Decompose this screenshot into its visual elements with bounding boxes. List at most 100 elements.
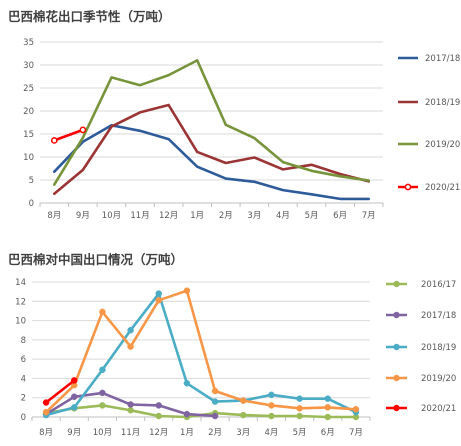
x-tick-label: 3月 bbox=[247, 211, 261, 221]
y-tick-label: 20 bbox=[23, 107, 34, 117]
legend-label: 2018/19 bbox=[421, 343, 456, 353]
legend-label: 2017/18 bbox=[421, 311, 456, 321]
x-tick-label: 7月 bbox=[349, 428, 363, 438]
legend-label: 2019/20 bbox=[425, 140, 460, 150]
data-point bbox=[324, 413, 331, 421]
chart-seasonality-svg: 0 5 10 15 20 25 30 35 8月 9月 10月 11月 12月 1月 2月 3月 4月 5月 6月 7… bbox=[23, 38, 460, 221]
legend-label: 2017/18 bbox=[425, 54, 460, 64]
legend-marker bbox=[393, 343, 400, 351]
data-point bbox=[324, 395, 331, 402]
data-point bbox=[296, 405, 303, 412]
data-point bbox=[296, 395, 303, 402]
y-tick-label: 15 bbox=[23, 130, 34, 140]
series-line-2020-21 bbox=[52, 128, 85, 142]
series-line-2018-19 bbox=[44, 292, 358, 417]
legend-marker bbox=[393, 374, 400, 382]
data-point bbox=[183, 410, 191, 418]
x-tick-label: 8月 bbox=[47, 211, 61, 221]
data-point bbox=[183, 287, 191, 294]
chart-seasonality-panel: 巴西棉花出口季节性（万吨） 0 5 10 15 20 25 30 35 8月 9月 10月 11月 12… bbox=[0, 0, 461, 221]
data-point bbox=[211, 412, 219, 420]
data-point bbox=[127, 407, 134, 414]
legend-marker bbox=[393, 280, 400, 288]
x-tick-label: 4月 bbox=[276, 211, 290, 221]
x-tick-label: 6月 bbox=[333, 211, 347, 221]
data-point bbox=[127, 401, 134, 408]
x-tick-label: 2月 bbox=[208, 428, 222, 438]
y-tick-label: 30 bbox=[23, 61, 34, 71]
data-point bbox=[183, 380, 191, 387]
y-tick-label: 5 bbox=[29, 176, 34, 186]
legend-marker bbox=[393, 311, 400, 319]
data-point bbox=[352, 406, 360, 413]
x-tick-label: 4月 bbox=[264, 428, 278, 438]
x-tick-label: 8月 bbox=[39, 428, 53, 438]
data-point bbox=[324, 404, 331, 411]
x-tick-label: 10月 bbox=[102, 211, 121, 221]
legend-label: 2020/21 bbox=[425, 183, 460, 193]
data-point bbox=[50, 137, 58, 144]
legend-marker bbox=[393, 404, 400, 412]
data-point bbox=[155, 297, 162, 304]
y-tick-label: 10 bbox=[23, 153, 34, 163]
y-tick-label: 6 bbox=[21, 355, 26, 365]
x-tick-label: 12月 bbox=[159, 211, 178, 221]
data-point bbox=[99, 389, 106, 397]
series-line-2019-20 bbox=[52, 59, 371, 186]
data-point bbox=[211, 398, 219, 405]
chart-china-exports-svg: 0 2 4 6 8 10 12 14 8月 9月 10月 11月 12月 1月 2月 3月 4月 5月 6月 7月 20… bbox=[15, 278, 456, 438]
legend-label: 2019/20 bbox=[421, 374, 456, 384]
y-tick-label: 35 bbox=[23, 38, 34, 48]
data-point bbox=[42, 399, 50, 406]
data-point bbox=[99, 402, 106, 409]
data-point bbox=[71, 377, 78, 384]
data-point bbox=[99, 366, 106, 373]
data-point bbox=[155, 412, 162, 420]
y-tick-label: 12 bbox=[15, 297, 26, 307]
x-tick-label: 1月 bbox=[180, 428, 194, 438]
y-tick-label: 4 bbox=[21, 374, 26, 384]
data-point bbox=[127, 326, 134, 334]
data-point bbox=[240, 411, 247, 419]
x-tick-label: 11月 bbox=[130, 211, 149, 221]
data-point bbox=[99, 308, 106, 316]
series-line-2018-19 bbox=[52, 103, 371, 196]
y-tick-label: 8 bbox=[21, 336, 26, 346]
chart-title: 巴西棉对中国出口情况（万吨） bbox=[8, 252, 184, 267]
series-line-2017-18 bbox=[52, 124, 371, 201]
data-point bbox=[240, 397, 247, 404]
x-tick-label: 5月 bbox=[305, 211, 319, 221]
y-tick-label: 25 bbox=[23, 84, 34, 94]
chart-china-exports-panel: 巴西棉对中国出口情况（万吨） 0 2 4 6 8 10 12 14 8月 9月 10月 11月 12月 1… bbox=[0, 243, 461, 446]
legend-marker bbox=[404, 183, 412, 191]
data-point bbox=[268, 412, 275, 420]
chart-title: 巴西棉花出口季节性（万吨） bbox=[8, 9, 171, 24]
series-line-2020-21 bbox=[44, 379, 76, 404]
y-tick-label: 0 bbox=[29, 199, 34, 209]
x-tick-label: 11月 bbox=[121, 428, 140, 438]
legend-label: 2016/17 bbox=[421, 280, 456, 290]
data-point bbox=[155, 290, 162, 297]
x-tick-label: 9月 bbox=[76, 211, 90, 221]
x-tick-label: 6月 bbox=[321, 428, 335, 438]
y-tick-label: 10 bbox=[15, 317, 26, 327]
data-point bbox=[127, 343, 134, 350]
data-point bbox=[71, 393, 78, 400]
y-tick-label: 0 bbox=[21, 413, 26, 423]
x-tick-label: 12月 bbox=[149, 428, 168, 438]
legend-label: 2018/19 bbox=[425, 98, 460, 108]
y-tick-label: 2 bbox=[21, 394, 26, 404]
x-tick-label: 9月 bbox=[67, 428, 81, 438]
data-point bbox=[71, 404, 78, 411]
series-line-2019-20 bbox=[44, 289, 358, 414]
data-point bbox=[79, 126, 87, 134]
data-point bbox=[155, 402, 162, 409]
x-tick-label: 7月 bbox=[362, 211, 376, 221]
x-tick-label: 10月 bbox=[93, 428, 112, 438]
x-tick-label: 1月 bbox=[190, 211, 204, 221]
data-point bbox=[268, 402, 275, 409]
legend-label: 2020/21 bbox=[421, 404, 456, 414]
data-point bbox=[42, 408, 50, 416]
data-point bbox=[268, 391, 275, 399]
y-tick-label: 14 bbox=[15, 278, 26, 288]
